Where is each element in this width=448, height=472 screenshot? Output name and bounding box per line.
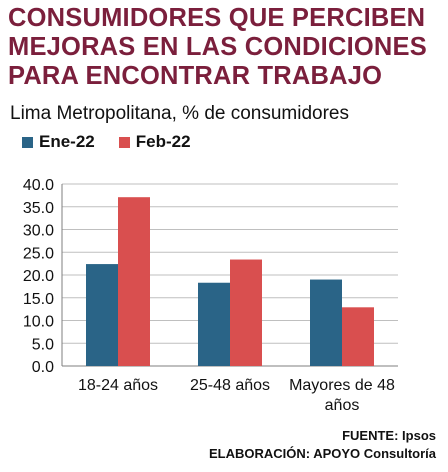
- legend: Ene-22 Feb-22: [22, 132, 191, 152]
- x-tick-label: 25-48 años: [190, 377, 270, 394]
- bar-ene-22-1: [86, 264, 118, 366]
- legend-label-ene-22: Ene-22: [39, 132, 95, 151]
- x-tick-label: 18-24 años: [78, 377, 158, 394]
- legend-item-ene-22: Ene-22: [22, 132, 95, 152]
- legend-label-feb-22: Feb-22: [135, 132, 191, 151]
- y-tick-label: 35.0: [23, 200, 54, 217]
- y-tick-label: 5.0: [32, 336, 54, 353]
- title-line-3: PARA ENCONTRAR TRABAJO: [8, 62, 383, 90]
- x-tick-label: Mayores de 48: [289, 377, 395, 394]
- chart-title: CONSUMIDORES QUE PERCIBEN MEJORAS EN LAS…: [8, 4, 444, 91]
- title-line-1: CONSUMIDORES QUE PERCIBEN: [8, 4, 426, 32]
- source-note: FUENTE: Ipsos: [342, 428, 436, 443]
- y-tick-label: 30.0: [23, 223, 54, 240]
- bar-chart: 0.0 5.0 10.0 15.0 20.0 25.0 30.0 35.0 40.0 18-24 …: [23, 177, 398, 414]
- bar-ene-22-3: [310, 279, 342, 366]
- bar-feb-22-1: [118, 197, 150, 366]
- elaboration-note: ELABORACIÓN: APOYO Consultoría: [208, 446, 436, 461]
- y-tick-label: 0.0: [32, 359, 54, 376]
- y-tick-label: 20.0: [23, 268, 54, 285]
- legend-item-feb-22: Feb-22: [118, 132, 191, 152]
- legend-swatch-ene-22: [22, 136, 33, 148]
- bar-ene-22-2: [198, 282, 230, 366]
- x-tick-label: años: [325, 397, 360, 414]
- y-tick-label: 40.0: [23, 177, 54, 194]
- legend-swatch-feb-22: [118, 136, 130, 148]
- bar-feb-22-2: [230, 259, 262, 366]
- chart-subtitle: Lima Metropolitana, % de consumidores: [10, 103, 350, 124]
- y-tick-label: 15.0: [23, 291, 54, 308]
- bar-feb-22-3: [342, 307, 374, 366]
- y-tick-label: 10.0: [23, 314, 54, 331]
- y-tick-label: 25.0: [23, 245, 54, 262]
- title-line-2: MEJORAS EN LAS CONDICIONES: [8, 33, 427, 61]
